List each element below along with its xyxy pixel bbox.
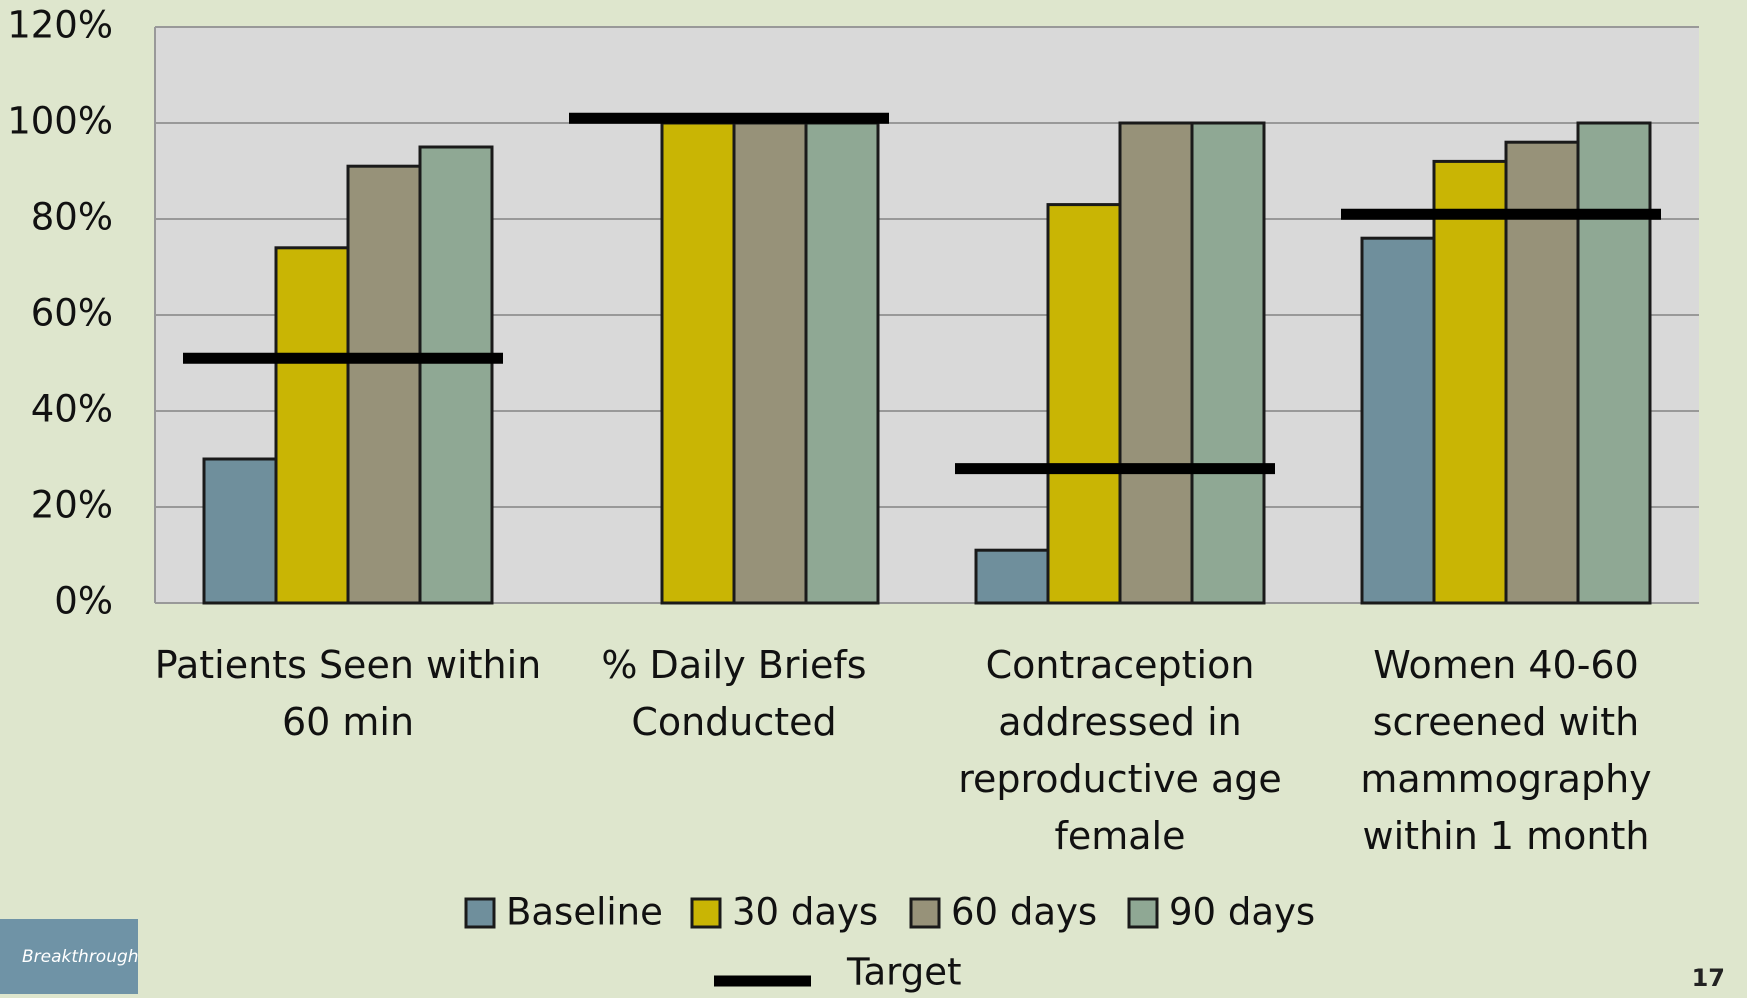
- bar: [1190, 121, 1266, 605]
- logo-text: Breakthrough: [22, 947, 139, 967]
- bar: [732, 121, 808, 605]
- x-tick-label: % Daily Briefs Conducted: [601, 643, 867, 744]
- logo: Breakthrough: [0, 919, 139, 994]
- legend-swatch: [1127, 897, 1159, 929]
- y-tick-label: 40%: [31, 388, 113, 431]
- bar: [418, 145, 494, 605]
- legend-label: Target: [846, 951, 961, 994]
- y-tick-label: 100%: [7, 100, 113, 143]
- bar: [1046, 203, 1122, 605]
- legend-label: 30 days: [732, 891, 878, 934]
- bar: [202, 457, 278, 605]
- legend-swatch: [690, 897, 722, 929]
- x-tick-label: Women 40-60 screened with mammography wi…: [1360, 643, 1652, 858]
- legend-label: Baseline: [506, 891, 663, 934]
- legend-swatch: [909, 897, 941, 929]
- bar: [804, 121, 880, 605]
- bar: [1576, 121, 1652, 605]
- legend-label: 90 days: [1169, 891, 1315, 934]
- y-tick-label: 120%: [7, 4, 113, 47]
- legend-swatch: [464, 897, 496, 929]
- legend-label: 60 days: [951, 891, 1097, 934]
- y-tick-label: 0%: [54, 580, 113, 623]
- bar: [346, 164, 422, 605]
- bar: [274, 246, 350, 605]
- bar: [660, 121, 736, 605]
- bar: [1118, 121, 1194, 605]
- bar: [1360, 236, 1436, 605]
- y-tick-label: 60%: [31, 292, 113, 335]
- page-number: 17: [1691, 964, 1725, 992]
- x-tick-label: Patients Seen within 60 min: [154, 643, 542, 744]
- x-tick-label: Contraception addressed in reproductive …: [958, 643, 1282, 858]
- y-tick-label: 20%: [31, 484, 113, 527]
- y-tick-label: 80%: [31, 196, 113, 239]
- bar: [974, 548, 1050, 605]
- bar: [1432, 159, 1508, 605]
